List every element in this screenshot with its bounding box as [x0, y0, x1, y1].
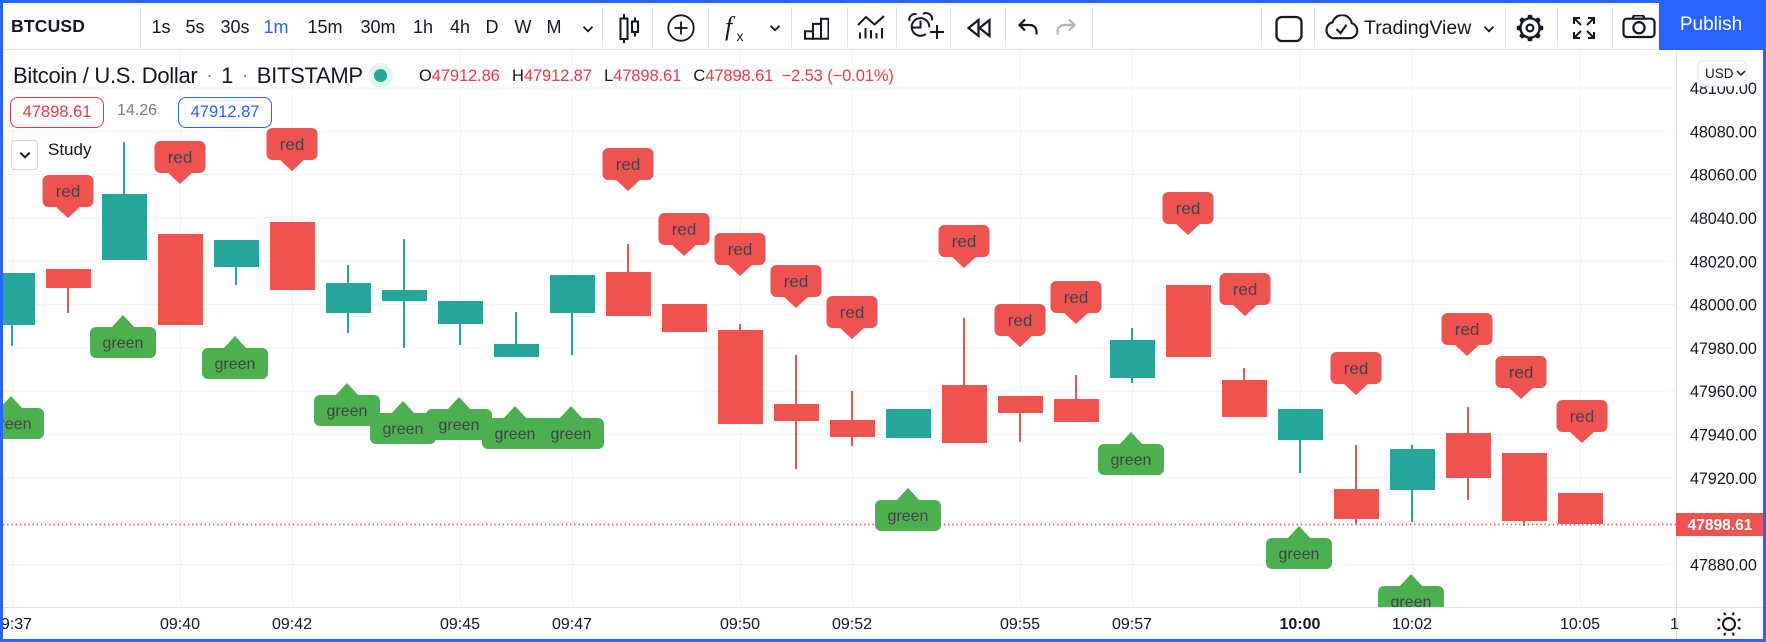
- svg-text:red: red: [1509, 363, 1534, 382]
- svg-text:09:57: 09:57: [1112, 616, 1152, 633]
- svg-text:09:40: 09:40: [160, 616, 200, 633]
- svg-text:09:45: 09:45: [440, 616, 480, 633]
- svg-text:10:05: 10:05: [1560, 616, 1600, 633]
- svg-text:green: green: [0, 416, 31, 433]
- svg-text:red: red: [728, 240, 753, 259]
- svg-text:47980.00: 47980.00: [1690, 340, 1757, 358]
- svg-text:green: green: [551, 426, 592, 443]
- svg-text:1: 1: [1670, 616, 1679, 633]
- svg-text:47940.00: 47940.00: [1690, 427, 1757, 445]
- svg-text:47920.00: 47920.00: [1690, 470, 1757, 488]
- svg-text:green: green: [327, 403, 368, 420]
- svg-text:green: green: [383, 421, 424, 438]
- svg-text:USD: USD: [1705, 66, 1734, 81]
- svg-text:48080.00: 48080.00: [1690, 123, 1757, 141]
- svg-text:green: green: [439, 417, 480, 434]
- svg-text:green: green: [1391, 594, 1432, 611]
- svg-text:green: green: [215, 356, 256, 373]
- svg-text:09:47: 09:47: [552, 616, 592, 633]
- svg-text:red: red: [1455, 320, 1480, 339]
- svg-text:47898.61: 47898.61: [1688, 517, 1753, 534]
- svg-text:09:52: 09:52: [832, 616, 872, 633]
- svg-text:red: red: [56, 182, 81, 201]
- svg-text:red: red: [1233, 280, 1258, 299]
- svg-text:red: red: [840, 303, 865, 322]
- svg-text:red: red: [1344, 359, 1369, 378]
- svg-text:green: green: [495, 426, 536, 443]
- svg-text:green: green: [888, 508, 929, 525]
- svg-text:47880.00: 47880.00: [1690, 557, 1757, 575]
- svg-text:red: red: [280, 135, 305, 154]
- svg-text:green: green: [103, 335, 144, 352]
- svg-text:09:55: 09:55: [1000, 616, 1040, 633]
- svg-text:47960.00: 47960.00: [1690, 383, 1757, 401]
- svg-text:green: green: [1111, 452, 1152, 469]
- svg-text:red: red: [168, 148, 193, 167]
- svg-text:09:37: 09:37: [0, 616, 32, 633]
- svg-text:red: red: [672, 220, 697, 239]
- svg-text:f: f: [725, 13, 736, 41]
- svg-text:10:02: 10:02: [1392, 616, 1432, 633]
- svg-text:red: red: [616, 155, 641, 174]
- svg-text:x: x: [737, 28, 744, 43]
- svg-text:09:50: 09:50: [720, 616, 760, 633]
- svg-text:red: red: [784, 272, 809, 291]
- svg-text:red: red: [1064, 288, 1089, 307]
- svg-text:red: red: [1176, 199, 1201, 218]
- svg-text:red: red: [1570, 407, 1595, 426]
- svg-text:48040.00: 48040.00: [1690, 210, 1757, 228]
- svg-text:48020.00: 48020.00: [1690, 253, 1757, 271]
- svg-text:red: red: [1008, 311, 1033, 330]
- svg-text:48000.00: 48000.00: [1690, 297, 1757, 315]
- svg-text:48060.00: 48060.00: [1690, 167, 1757, 185]
- svg-text:10:00: 10:00: [1280, 616, 1321, 633]
- svg-text:green: green: [1279, 546, 1320, 563]
- svg-text:red: red: [952, 232, 977, 251]
- svg-text:09:42: 09:42: [272, 616, 312, 633]
